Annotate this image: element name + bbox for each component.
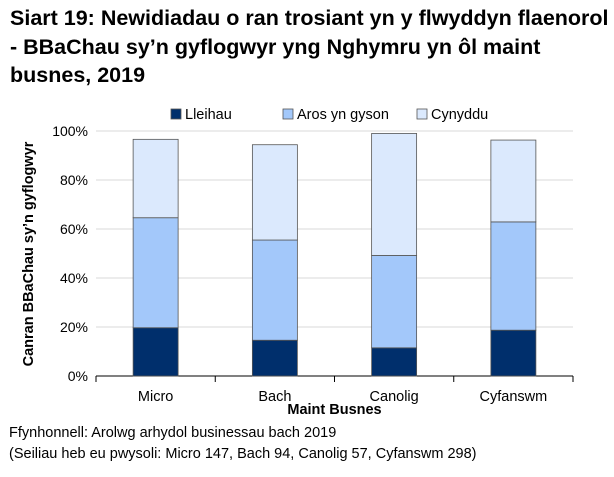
y-tick-label: 100% (52, 123, 88, 139)
x-tick-label: Micro (138, 389, 173, 405)
bar-segment (371, 133, 418, 256)
x-tick-label: Bach (258, 389, 291, 405)
y-tick-label: 0% (68, 368, 88, 384)
legend-swatch (282, 108, 294, 120)
bases-note: (Seiliau heb eu pwysoli: Micro 147, Bach… (9, 446, 477, 462)
legend-swatch (416, 108, 428, 120)
bar-segment (251, 144, 298, 241)
x-axis-title: Maint Busnes (287, 402, 381, 418)
y-tick-label: 60% (60, 221, 88, 237)
bar-segment (251, 339, 298, 377)
y-axis-title: Canran BBaChau sy’n gyflogwyr (21, 141, 37, 366)
bar-segment (490, 221, 537, 331)
x-tick-label: Cyfanswm (480, 389, 548, 405)
bar-segment (371, 255, 418, 349)
bar-segment (132, 138, 179, 219)
bar-segment (490, 329, 537, 377)
bar-segment (251, 239, 298, 341)
bar-segment (490, 139, 537, 223)
bar-segment (371, 347, 418, 377)
legend-label: Cynyddu (431, 107, 488, 123)
y-tick-label: 80% (60, 172, 88, 188)
bar-segment (132, 327, 179, 377)
chart-title: Siart 19: Newidiadau o ran trosiant yn y… (10, 6, 609, 87)
legend-swatch (170, 108, 182, 120)
bar-segment (132, 217, 179, 329)
legend-label: Lleihau (185, 107, 232, 123)
y-tick-label: 40% (60, 270, 88, 286)
source-note: Ffynhonnell: Arolwg arhydol businessau b… (9, 425, 337, 441)
legend-label: Aros yn gyson (297, 107, 389, 123)
x-tick-label: Canolig (370, 389, 419, 405)
y-tick-label: 20% (60, 319, 88, 335)
